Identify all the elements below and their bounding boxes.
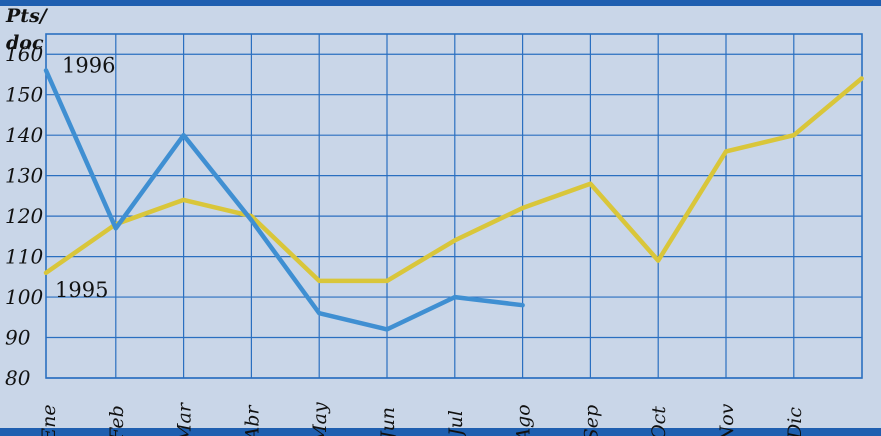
x-tick-label: Ene — [38, 404, 60, 436]
y-axis-label: doc — [6, 32, 44, 54]
series-label-1995: 1995 — [55, 278, 108, 302]
y-tick-label: 140 — [5, 123, 43, 147]
bottom-border — [0, 428, 881, 436]
labels-layer: 160 150 140 130 120 110 100 90 80 Ene Feb Mar Abr May… — [5, 5, 806, 436]
x-tick-label: Sep — [580, 405, 602, 436]
x-tick-label: Jul — [445, 410, 467, 436]
x-tick-label: Jun — [377, 407, 399, 436]
series-layer — [43, 68, 864, 332]
top-border — [0, 0, 881, 6]
axes — [45, 33, 863, 379]
y-tick-label: 110 — [5, 245, 43, 269]
x-tick-label: Ago — [513, 404, 535, 436]
y-tick-label: 80 — [5, 366, 31, 390]
y-tick-label: 90 — [5, 326, 31, 350]
series-line-1996 — [43, 68, 525, 332]
y-tick-label: 160 — [5, 42, 43, 66]
x-tick-label: May — [309, 402, 331, 436]
x-tick-label: Feb — [106, 405, 128, 436]
x-tick-label: Dic — [784, 407, 806, 436]
y-tick-label: 100 — [5, 285, 43, 309]
y-axis-label: Pts/ — [5, 5, 49, 27]
x-tick-label: Oct — [648, 406, 670, 436]
series-label-1996: 1996 — [62, 53, 115, 77]
x-tick-label: Abr — [241, 404, 263, 436]
y-tick-label: 120 — [5, 204, 43, 228]
y-tick-label: 130 — [5, 164, 43, 188]
y-tick-label: 150 — [5, 83, 43, 107]
x-tick-label: Mar — [174, 401, 196, 436]
x-tick-label: Nov — [716, 403, 738, 436]
plot-frame — [45, 33, 863, 379]
